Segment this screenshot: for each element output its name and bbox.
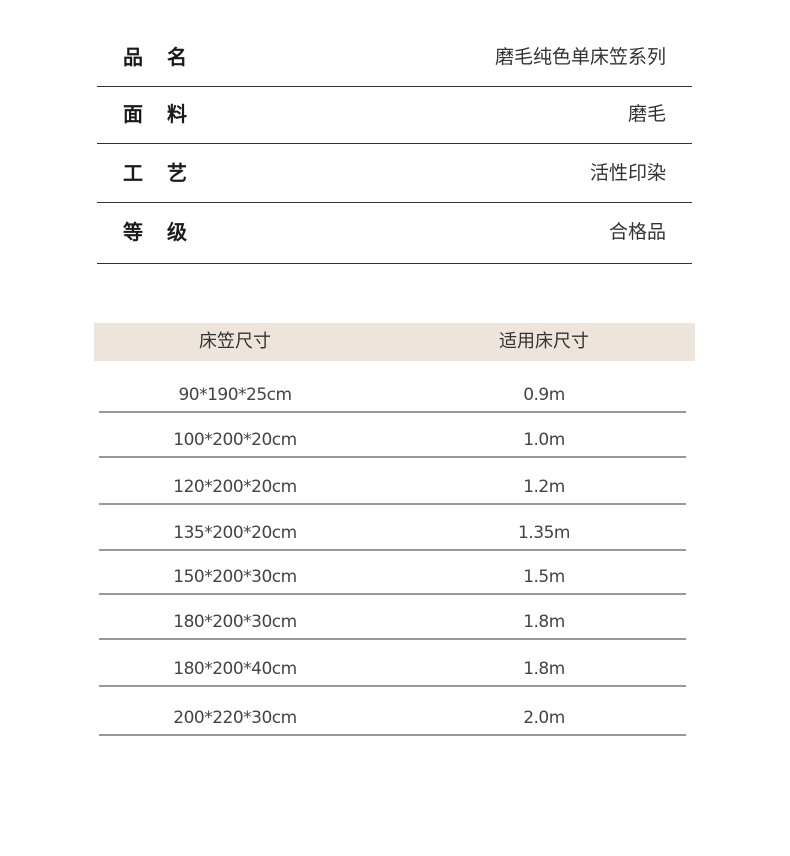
fitted-sheet-size-cell: 135*200*20cm xyxy=(173,523,297,543)
table-row: 90*190*25cm 0.9m xyxy=(99,366,686,413)
bed-size-cell: 0.9m xyxy=(523,385,565,405)
table-row: 200*220*30cm 2.0m xyxy=(99,689,686,736)
fitted-sheet-size-cell: 150*200*30cm xyxy=(173,567,297,587)
fitted-sheet-size-cell: 90*190*25cm xyxy=(178,385,292,405)
spec-value: 磨毛纯色单床笠系列 xyxy=(494,46,666,68)
size-table-header: 床笠尺寸 适用床尺寸 xyxy=(94,323,695,361)
fitted-sheet-size-cell: 200*220*30cm xyxy=(173,708,297,728)
table-row: 180*200*40cm 1.8m xyxy=(99,640,686,687)
table-row: 100*200*20cm 1.0m xyxy=(99,411,686,458)
header-bed-size: 适用床尺寸 xyxy=(499,331,589,352)
fitted-sheet-size-cell: 100*200*20cm xyxy=(173,430,297,450)
spec-value: 磨毛 xyxy=(627,103,666,125)
bed-size-cell: 1.5m xyxy=(523,567,565,587)
table-row: 180*200*30cm 1.8m xyxy=(99,593,686,640)
spec-label: 面料 xyxy=(123,102,211,126)
spec-label: 工艺 xyxy=(123,160,211,185)
spec-row: 面料 磨毛 xyxy=(97,97,692,144)
spec-label: 品名 xyxy=(123,45,211,69)
spec-value: 合格品 xyxy=(608,221,666,243)
spec-row: 工艺 活性印染 xyxy=(97,155,692,203)
table-row: 150*200*30cm 1.5m xyxy=(99,548,686,595)
bed-size-cell: 2.0m xyxy=(523,708,565,728)
header-fitted-sheet-size: 床笠尺寸 xyxy=(199,331,271,352)
bed-size-cell: 1.8m xyxy=(523,659,565,679)
spec-value: 活性印染 xyxy=(589,161,666,184)
fitted-sheet-size-cell: 180*200*30cm xyxy=(173,612,297,632)
fitted-sheet-size-cell: 120*200*20cm xyxy=(173,477,297,497)
spec-row: 品名 磨毛纯色单床笠系列 xyxy=(97,40,692,87)
spec-label: 等级 xyxy=(123,220,211,244)
bed-size-cell: 1.35m xyxy=(518,523,570,543)
bed-size-cell: 1.2m xyxy=(523,477,565,497)
spec-row: 等级 合格品 xyxy=(97,213,692,264)
table-row: 120*200*20cm 1.2m xyxy=(99,458,686,505)
table-row: 135*200*20cm 1.35m xyxy=(99,504,686,551)
bed-size-cell: 1.8m xyxy=(523,612,565,632)
bed-size-cell: 1.0m xyxy=(523,430,565,450)
fitted-sheet-size-cell: 180*200*40cm xyxy=(173,659,297,679)
